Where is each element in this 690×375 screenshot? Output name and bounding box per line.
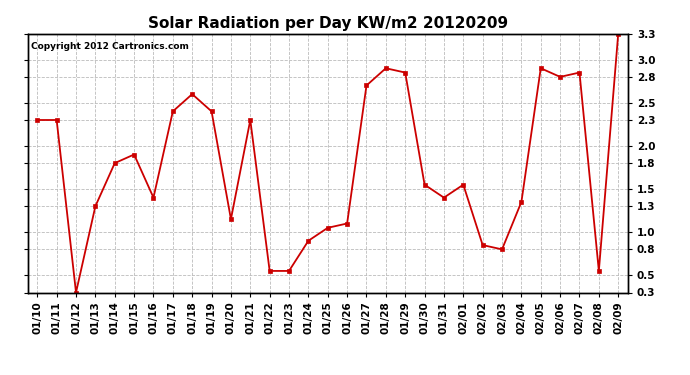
Text: Copyright 2012 Cartronics.com: Copyright 2012 Cartronics.com: [30, 42, 188, 51]
Title: Solar Radiation per Day KW/m2 20120209: Solar Radiation per Day KW/m2 20120209: [148, 16, 508, 31]
